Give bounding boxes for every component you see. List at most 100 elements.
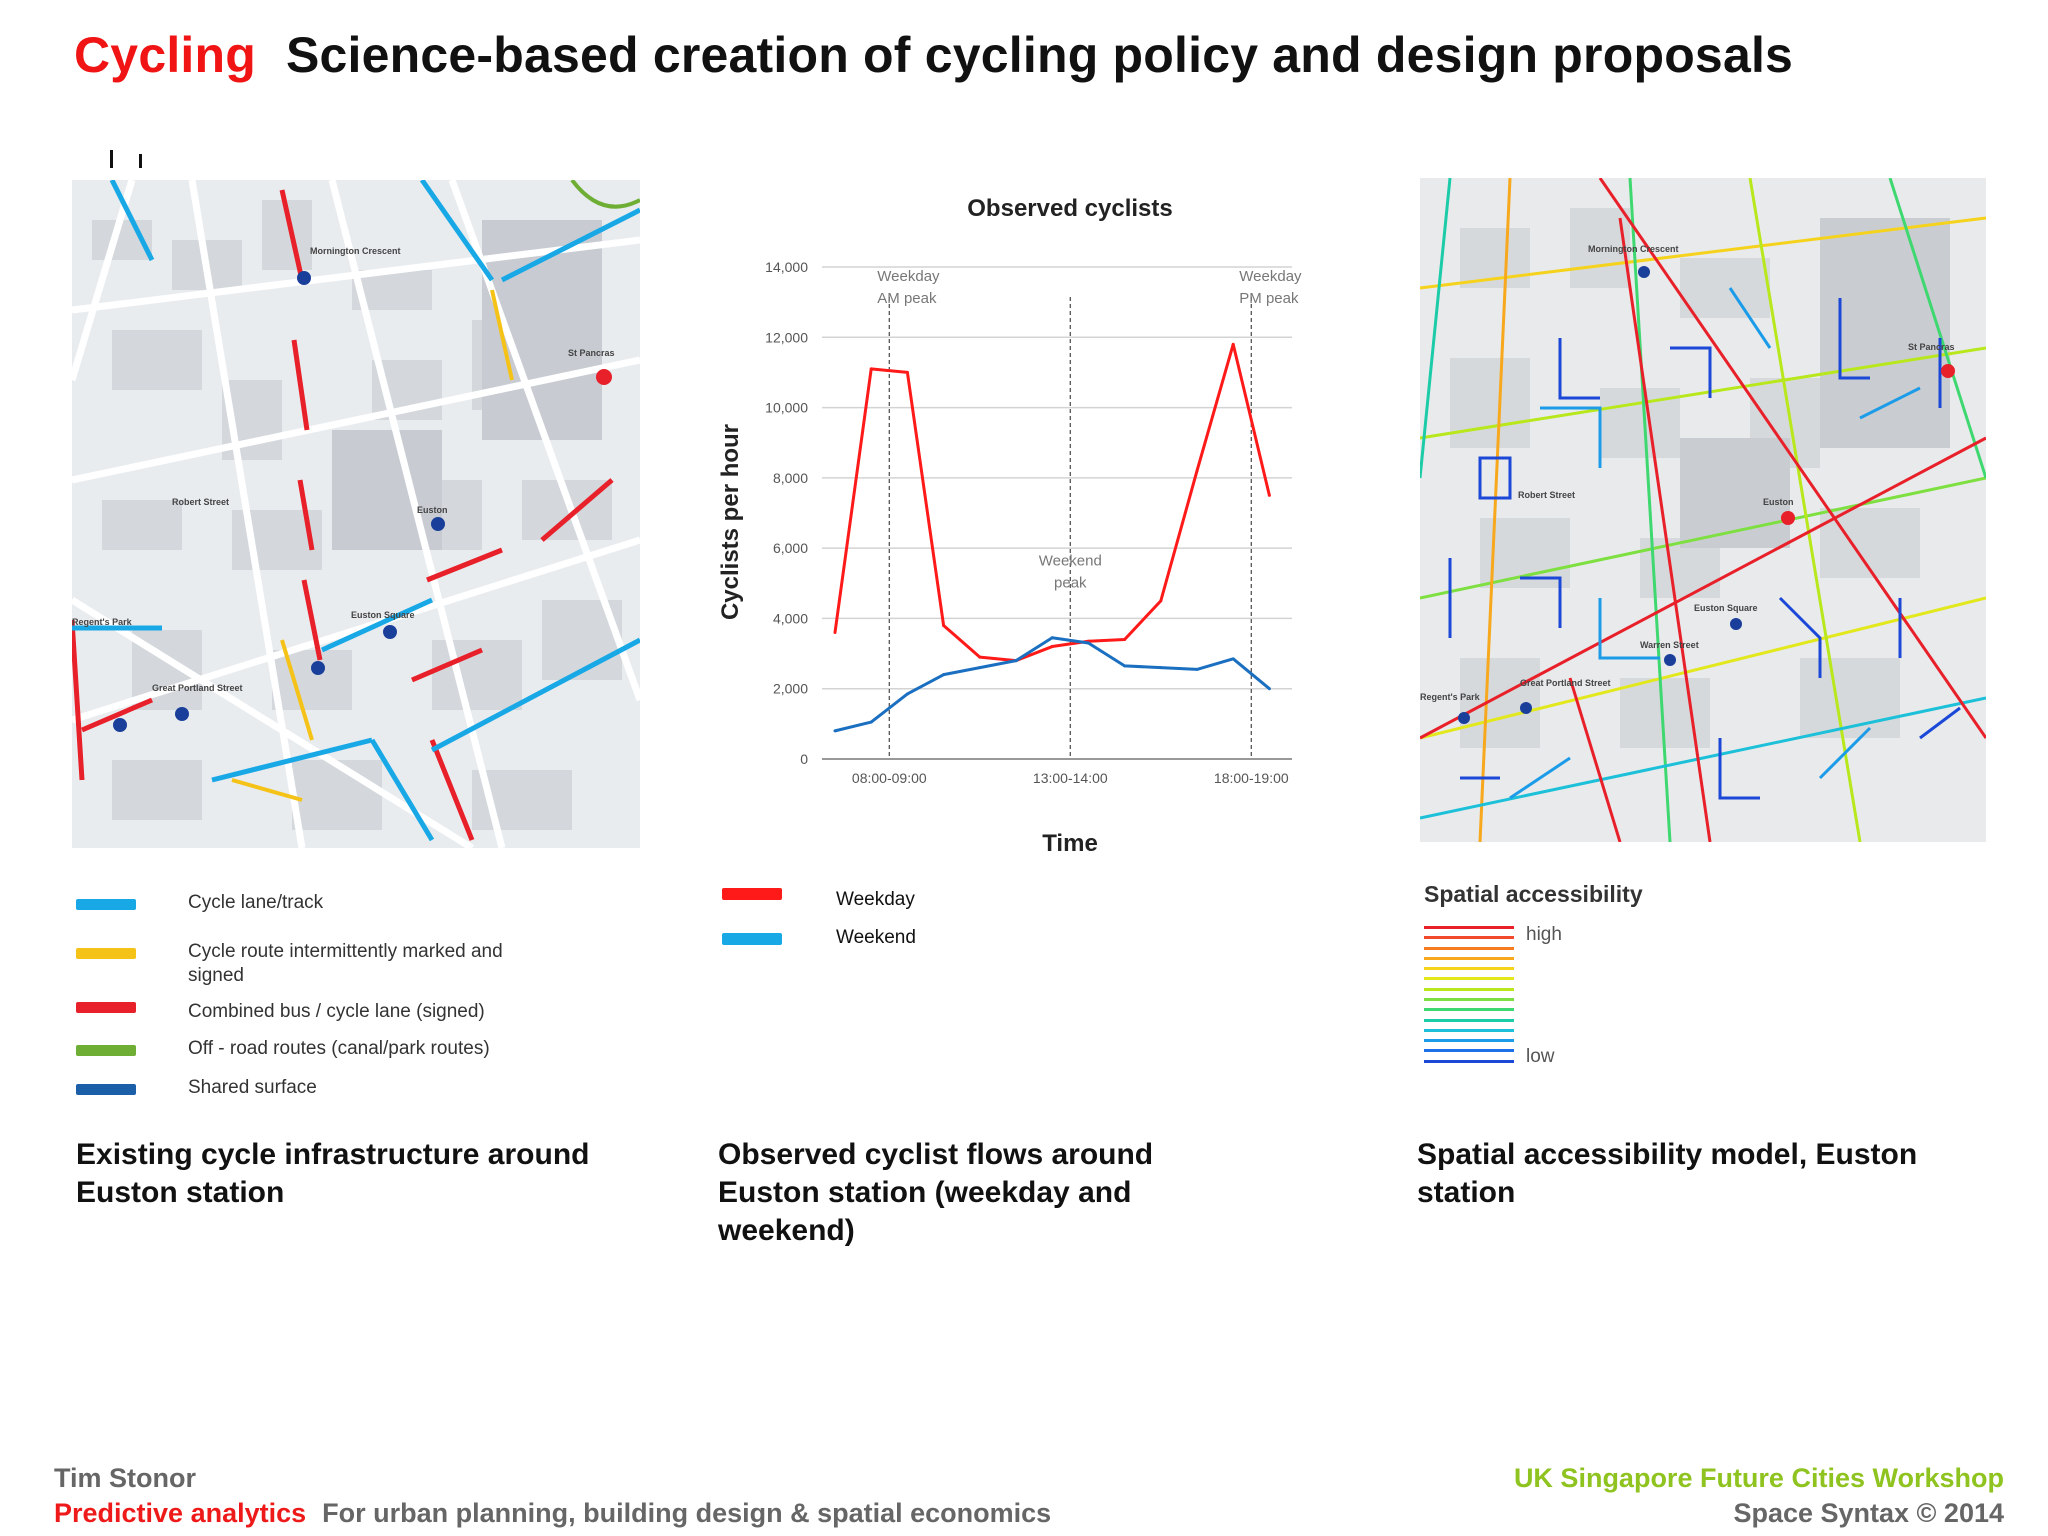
map-label: Regent's Park xyxy=(1420,692,1481,702)
scale-band xyxy=(1424,946,1514,950)
tick-mark xyxy=(139,154,142,168)
chart-data-point xyxy=(833,630,837,634)
scale-band xyxy=(1424,1018,1514,1022)
legend-item: Weekday xyxy=(722,888,915,910)
map-label: Warren Street xyxy=(1640,640,1699,650)
caption-accessibility-model: Spatial accessibility model, Euston stat… xyxy=(1417,1138,1918,1209)
chart-y-tick-label: 4,000 xyxy=(773,610,808,626)
scale-band xyxy=(1424,1049,1514,1053)
tick-marks xyxy=(110,150,168,173)
legend-item: Shared surface xyxy=(76,1077,317,1098)
legend-swatch xyxy=(76,948,136,959)
chart-x-tick-label: 18:00-19:00 xyxy=(1214,770,1289,786)
chart-y-tick-label: 8,000 xyxy=(773,470,808,486)
legend-label: Combined bus / cycle lane (signed) xyxy=(188,1001,485,1022)
legend-item: Cycle route intermittently marked and si… xyxy=(76,941,503,986)
scale-band xyxy=(1424,1059,1514,1063)
chart-data-point xyxy=(1159,599,1163,603)
map-label: St Pancras xyxy=(1908,342,1955,352)
chart-y-tick-label: 14,000 xyxy=(765,259,808,275)
legend-swatch xyxy=(722,933,782,945)
legend-swatch xyxy=(722,888,782,900)
footer-copyright: Space Syntax © 2014 xyxy=(1733,1498,2004,1528)
slide-title: Cycling Science-based creation of cycling… xyxy=(74,26,1793,84)
chart-data-point xyxy=(869,720,873,724)
chart-data-point xyxy=(942,673,946,677)
scale-band xyxy=(1424,967,1514,971)
chart-data-point xyxy=(1231,342,1235,346)
chart-data-point xyxy=(869,367,873,371)
map-label: Robert Street xyxy=(1518,490,1575,500)
chart-data-point xyxy=(978,666,982,670)
chart-annotation-label: AM peak xyxy=(877,290,937,307)
chart-y-tick-label: 6,000 xyxy=(773,540,808,556)
chart-y-tick-label: 10,000 xyxy=(765,400,808,416)
chart-data-point xyxy=(1267,493,1271,497)
title-text: Science-based creation of cycling policy… xyxy=(286,27,1794,83)
footer-event: UK Singapore Future Cities Workshop xyxy=(1513,1463,2004,1493)
map-label: Euston xyxy=(417,505,448,515)
accessibility-color-scale xyxy=(1424,926,1514,1070)
scale-low-label: low xyxy=(1526,1046,1555,1067)
map-label: Great Portland Street xyxy=(152,683,243,693)
chart-annotation-label: Weekend xyxy=(1039,553,1102,570)
scale-high-label: high xyxy=(1526,924,1562,945)
chart-annotation-label: Weekday xyxy=(877,268,940,285)
chart-annotation-label: peak xyxy=(1054,575,1087,592)
scale-band xyxy=(1424,956,1514,960)
chart-series-line xyxy=(834,636,1271,733)
scale-band xyxy=(1424,926,1514,929)
chart-y-tick-label: 0 xyxy=(800,751,808,767)
chart-data-point xyxy=(1050,645,1054,649)
footer-author: Tim Stonor xyxy=(54,1463,197,1493)
map-label: Great Portland Street xyxy=(1520,678,1611,688)
caption-observed-flows: Observed cyclist flows around Euston sta… xyxy=(718,1138,1154,1247)
chart-data-point xyxy=(1159,666,1163,670)
tick-mark xyxy=(110,150,113,168)
chart-annotation-label: PM peak xyxy=(1239,290,1299,307)
accessibility-map-graphic: Mornington Crescent St Pancras Euston Eu… xyxy=(1420,178,1986,842)
chart-x-tick-label: 08:00-09:00 xyxy=(852,770,927,786)
legend-label: Weekday xyxy=(836,889,915,910)
chart-title: Observed cyclists xyxy=(967,195,1172,222)
footer-tagline-text: For urban planning, building design & sp… xyxy=(322,1498,1052,1528)
chart-svg: Observed cyclists Cyclists per hour Time… xyxy=(717,195,1302,857)
chart-data-point xyxy=(1195,667,1199,671)
legend-swatch xyxy=(76,1084,136,1095)
legend-label: Weekend xyxy=(836,927,916,948)
scale-band xyxy=(1424,977,1514,981)
chart-data-point xyxy=(1050,636,1054,640)
spatial-accessibility-map: Mornington Crescent St Pancras Euston Eu… xyxy=(1420,178,1986,842)
map-label: Mornington Crescent xyxy=(310,246,401,256)
chart-data-point xyxy=(833,729,837,733)
legend-label: Shared surface xyxy=(188,1077,317,1098)
chart-series-line xyxy=(833,342,1271,663)
accessibility-legend-title: Spatial accessibility xyxy=(1424,881,1643,907)
map-label: Regent's Park xyxy=(72,617,133,627)
scale-band xyxy=(1424,1039,1514,1043)
chart-data-point xyxy=(1086,641,1090,645)
chart-x-axis-label: Time xyxy=(1042,830,1098,857)
cycle-infrastructure-map: Mornington Crescent St Pancras Euston Eu… xyxy=(72,180,640,848)
chart-y-tick-label: 2,000 xyxy=(773,681,808,697)
legend-swatch xyxy=(76,899,136,910)
chart-y-axis-label: Cyclists per hour xyxy=(717,424,744,620)
chart-data-point xyxy=(978,655,982,659)
legend-swatch xyxy=(76,1002,136,1013)
legend-swatch xyxy=(76,1045,136,1056)
scale-band xyxy=(1424,1028,1514,1032)
map-label: Mornington Crescent xyxy=(1588,244,1679,254)
footer-predictive: Predictive analytics xyxy=(54,1498,307,1528)
scale-band xyxy=(1424,1008,1514,1012)
chart-data-point xyxy=(1195,469,1199,473)
legend-item: Cycle lane/track xyxy=(76,892,323,913)
cycle-map-graphic: Mornington Crescent St Pancras Euston Eu… xyxy=(72,180,640,848)
chart-data-point xyxy=(942,623,946,627)
chart-data-point xyxy=(1123,638,1127,642)
chart-series xyxy=(833,342,1271,733)
scale-band xyxy=(1424,998,1514,1001)
map-label: St Pancras xyxy=(568,348,615,358)
map-label: Euston Square xyxy=(1694,603,1758,613)
caption-infrastructure: Existing cycle infrastructure around Eus… xyxy=(76,1138,590,1209)
chart-annotations: Weekday AM peak Weekend peak Weekday PM peak xyxy=(877,268,1302,759)
